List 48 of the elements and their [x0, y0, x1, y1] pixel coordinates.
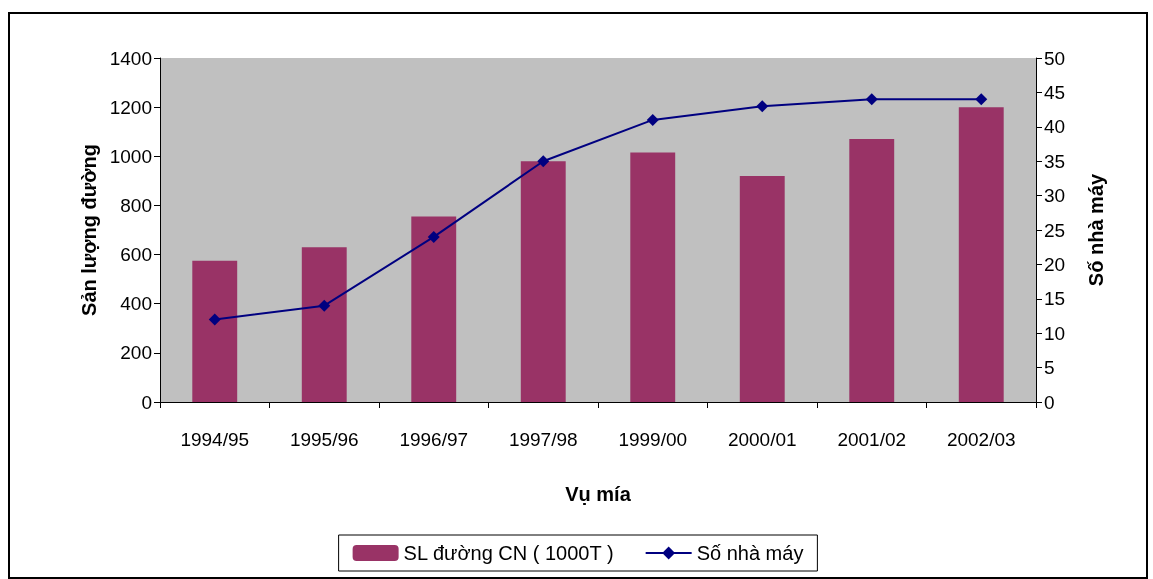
y2-tick-label: 35	[1044, 150, 1066, 172]
bar	[411, 216, 457, 402]
y2-axis-title: Số nhà máy	[1085, 173, 1107, 287]
point	[865, 93, 878, 106]
bar	[630, 152, 676, 402]
bar	[739, 175, 785, 402]
y2-tick-label: 0	[1044, 391, 1055, 413]
y2-tick-label: 45	[1044, 81, 1066, 103]
point	[537, 155, 550, 168]
y2-tick-label: 50	[1044, 47, 1066, 69]
y-tick-label: 0	[141, 391, 152, 413]
legend-label: Số nhà máy	[696, 542, 804, 564]
y-tick-label: 400	[120, 293, 152, 315]
point	[756, 100, 769, 113]
y-tick-label: 600	[120, 244, 152, 266]
bar	[958, 107, 1004, 402]
x-tick-label: 1999/00	[618, 429, 688, 450]
bar	[301, 247, 347, 402]
legend-label: SL đường CN ( 1000T )	[403, 542, 614, 564]
y-tick-label: 1400	[109, 47, 152, 69]
y-tick-label: 800	[120, 194, 152, 216]
x-tick-label: 2001/02	[837, 429, 907, 450]
y2-tick-label: 20	[1044, 253, 1066, 275]
x-tick-label: 2002/03	[946, 429, 1016, 450]
x-tick-label: 1995/96	[289, 429, 359, 450]
y2-tick-label: 10	[1044, 322, 1066, 344]
y2-tick-label: 5	[1044, 357, 1055, 379]
point	[646, 113, 659, 126]
bar	[849, 139, 895, 402]
y-axis-title: Sản lượng đường	[77, 144, 100, 316]
point	[975, 93, 988, 106]
bar	[520, 161, 566, 402]
point	[427, 230, 440, 243]
point	[318, 299, 331, 312]
y2-tick-label: 15	[1044, 288, 1066, 310]
x-tick-label: 1994/95	[180, 429, 250, 450]
y2-tick-label: 30	[1044, 185, 1066, 207]
y2-tick-label: 40	[1044, 116, 1066, 138]
y-tick-label: 200	[120, 342, 152, 364]
bar	[192, 260, 238, 402]
x-axis-title: Vụ mía	[565, 483, 632, 505]
x-tick-label: 1997/98	[508, 429, 578, 450]
y2-tick-label: 25	[1044, 219, 1066, 241]
y-tick-label: 1200	[109, 96, 152, 118]
point	[208, 313, 221, 326]
y-tick-label: 1000	[109, 145, 152, 167]
x-tick-label: 1996/97	[399, 429, 469, 450]
x-tick-label: 2000/01	[727, 429, 797, 450]
